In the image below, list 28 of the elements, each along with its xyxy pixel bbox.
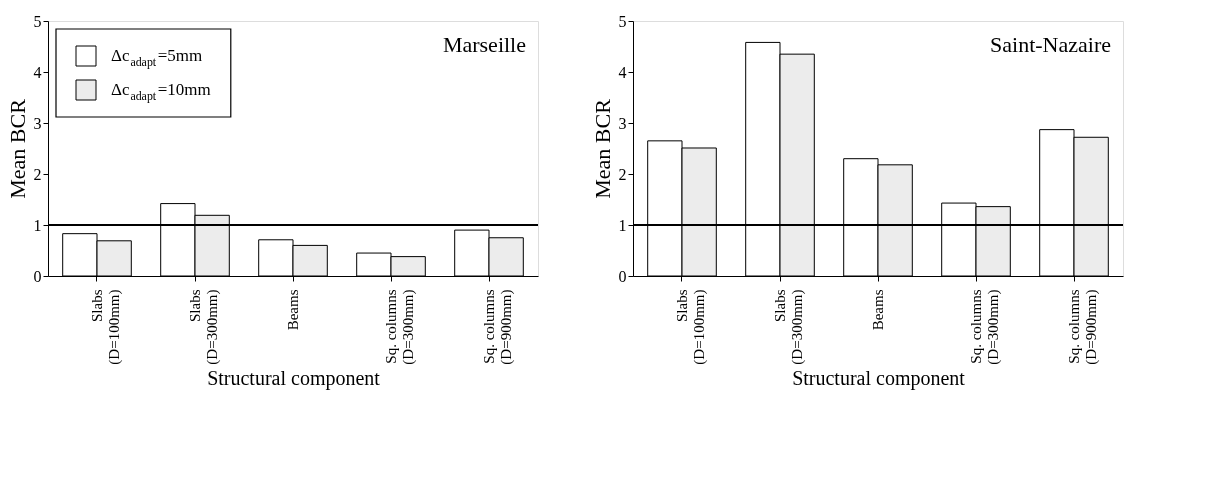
y-axis-title: Mean BCR — [589, 98, 615, 199]
x-tick-label: Slabs (D=100mm) — [674, 289, 708, 365]
x-tick-label: Slabs (D=100mm) — [89, 289, 123, 365]
y-tick-label: 5 — [33, 12, 42, 30]
x-tick-label: Sq. columns (D=300mm) — [968, 289, 1002, 365]
y-tick-label: 0 — [618, 267, 627, 285]
x-tick-label: Sq. columns (D=300mm) — [383, 289, 417, 365]
y-tick-label: 3 — [33, 114, 42, 132]
y-axis-title: Mean BCR — [4, 98, 30, 199]
y-tick-label: 0 — [33, 267, 42, 285]
y-tick-label: 4 — [33, 63, 42, 81]
x-tick-label: Sq. columns (D=900mm) — [481, 289, 515, 365]
y-tick-label: 2 — [33, 165, 42, 183]
y-tick-label: 1 — [33, 216, 42, 234]
x-tick-label: Beams — [285, 289, 301, 331]
y-tick-label: 1 — [618, 216, 627, 234]
y-tick-label: 3 — [618, 114, 627, 132]
annotation: Marseille — [442, 32, 526, 57]
x-tick-label: Slabs (D=300mm) — [187, 289, 221, 365]
x-tick-label: Slabs (D=300mm) — [772, 289, 806, 365]
y-tick-label: 4 — [618, 63, 627, 81]
annotation: Saint-Nazaire — [990, 32, 1111, 57]
y-tick-label: 5 — [618, 12, 627, 30]
x-tick-label: Beams — [870, 289, 886, 331]
y-tick-label: 2 — [618, 165, 627, 183]
x-tick-label: Sq. columns (D=900mm) — [1066, 289, 1100, 365]
x-axis-title: Structural component — [792, 366, 966, 390]
x-axis-title: Structural component — [207, 366, 381, 390]
